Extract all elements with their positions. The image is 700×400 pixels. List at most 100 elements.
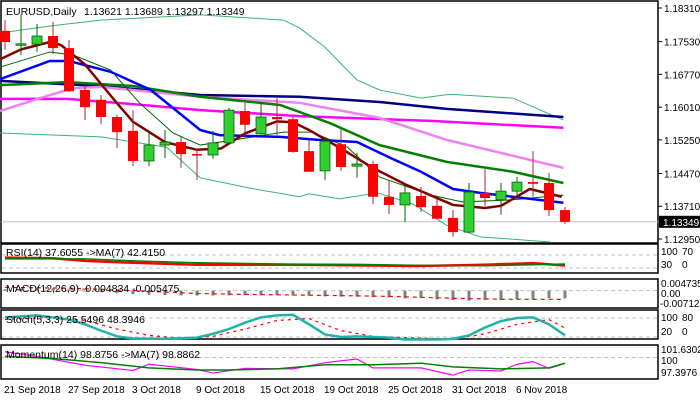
candle[interactable] <box>480 169 490 206</box>
candle[interactable] <box>432 198 442 219</box>
candle[interactable] <box>511 176 523 197</box>
price-axis-label: 1.18310 <box>664 4 700 15</box>
candle[interactable] <box>223 107 235 144</box>
candle-body <box>448 217 458 233</box>
candle[interactable] <box>304 139 314 172</box>
macd-bar <box>275 290 279 296</box>
candle-body <box>560 210 570 222</box>
candle-body <box>399 192 411 206</box>
macd-bar <box>419 290 423 299</box>
candle[interactable] <box>495 182 507 215</box>
candle[interactable] <box>159 129 171 158</box>
candle-body <box>31 35 43 45</box>
macd-bar <box>19 288 23 291</box>
bb-lower-line <box>0 132 551 243</box>
candle-body <box>336 144 346 168</box>
candle[interactable] <box>48 21 58 55</box>
candle[interactable] <box>64 39 74 93</box>
candle[interactable] <box>143 132 155 167</box>
macd-bar <box>323 290 327 297</box>
candle[interactable] <box>272 98 282 136</box>
macd-bar <box>515 290 519 300</box>
candle[interactable] <box>128 110 138 167</box>
indicator-axis-label: 30 <box>661 260 673 271</box>
candle-body <box>0 30 10 43</box>
candle-body <box>207 142 219 156</box>
candle[interactable] <box>288 117 298 153</box>
date-axis-label: 27 Sep 2018 <box>68 385 125 396</box>
candle[interactable] <box>399 185 411 222</box>
indicator-axis-label: 70 <box>682 247 694 258</box>
rsi-panel[interactable] <box>2 254 657 269</box>
ma-magenta-line <box>0 97 564 130</box>
price-panel[interactable] <box>0 14 658 243</box>
candle-body <box>528 182 538 184</box>
candle[interactable] <box>528 151 538 197</box>
macd-bar <box>131 290 135 295</box>
macd-bar <box>211 290 215 296</box>
macd-bar <box>499 290 503 301</box>
momentum-ma-line <box>4 355 566 371</box>
candle[interactable] <box>96 95 106 124</box>
candle-body <box>480 192 490 199</box>
candle[interactable] <box>80 85 90 121</box>
chart-symbol-label: EURUSD,Daily <box>6 6 77 18</box>
momentum-line <box>4 351 566 376</box>
macd-bar <box>387 290 391 298</box>
candle[interactable] <box>560 207 570 225</box>
macd-bar <box>531 290 535 300</box>
candle-body <box>288 119 298 152</box>
candle[interactable] <box>384 179 394 215</box>
current-price-label: 1.13349 <box>663 218 700 229</box>
candle[interactable] <box>544 173 554 217</box>
price-axis-label: 1.16010 <box>664 103 700 114</box>
candle[interactable] <box>192 148 202 180</box>
macd-bar <box>339 290 343 297</box>
candle[interactable] <box>0 20 10 50</box>
macd-bar <box>227 290 231 296</box>
stoch-main-line <box>4 313 566 341</box>
panel-frame-2 <box>0 278 659 309</box>
price-axis-label: 1.16770 <box>664 70 700 81</box>
candle[interactable] <box>176 136 186 168</box>
candle[interactable] <box>207 130 219 159</box>
indicator-axis-label: 100 <box>661 356 678 367</box>
candle-body <box>192 154 202 156</box>
macd-bar <box>115 290 119 294</box>
candle-body <box>48 36 58 49</box>
candle[interactable] <box>319 136 331 180</box>
macd-panel[interactable] <box>2 286 657 301</box>
date-axis-label: 9 Oct 2018 <box>196 385 245 396</box>
candle[interactable] <box>368 160 378 205</box>
candle-body <box>368 164 378 197</box>
indicator-panels[interactable]: RSI(14) 37.6055 ->MA(7) 42.4150 MACD(12,2… <box>2 247 657 376</box>
macd-bar <box>563 290 567 299</box>
candle-body <box>384 196 394 205</box>
candle[interactable] <box>15 14 27 55</box>
macd-bar <box>243 290 247 296</box>
date-axis-label: 19 Oct 2018 <box>324 385 379 396</box>
panel-frame-0 <box>0 0 659 244</box>
candle[interactable] <box>351 152 363 178</box>
candle[interactable] <box>463 182 475 233</box>
macd-bar <box>547 290 551 299</box>
panel-frame-3 <box>0 309 659 340</box>
panel-frame-4 <box>0 344 659 380</box>
candle-body <box>272 117 282 120</box>
candle[interactable] <box>416 186 426 212</box>
candle[interactable] <box>112 114 122 149</box>
candle[interactable] <box>336 129 346 171</box>
momentum-panel[interactable] <box>2 351 657 376</box>
ma-thin-green-line <box>0 51 564 203</box>
candle[interactable] <box>31 23 43 52</box>
macd-signal-line <box>4 286 566 300</box>
candle-body <box>159 141 171 146</box>
macd-bar <box>483 290 487 301</box>
stoch-panel[interactable] <box>2 313 657 341</box>
candle[interactable] <box>448 210 458 237</box>
candle-body <box>96 99 106 118</box>
candle[interactable] <box>240 102 250 137</box>
stoch-signal-line <box>4 316 566 340</box>
candle[interactable] <box>255 104 267 136</box>
